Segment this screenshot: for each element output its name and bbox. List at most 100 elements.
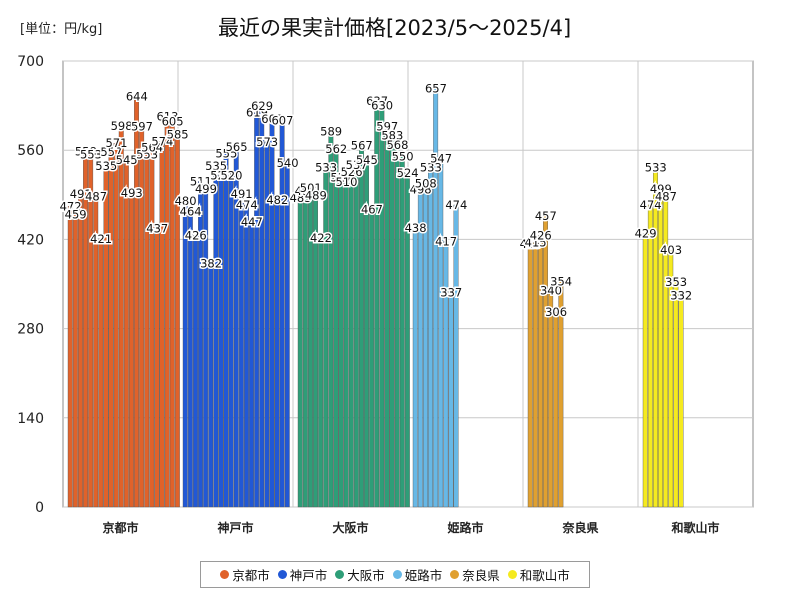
data-label: 571 <box>105 136 127 150</box>
data-label: 459 <box>65 208 87 222</box>
legend-item: 奈良県 <box>450 565 500 584</box>
data-label: 438 <box>405 221 427 235</box>
data-label: 472 <box>60 199 82 213</box>
bar <box>653 167 658 508</box>
data-label: 437 <box>146 222 168 236</box>
bar <box>128 192 134 508</box>
bar <box>543 215 548 508</box>
y-tick-label: 420 <box>17 232 44 248</box>
data-label: 630 <box>371 99 393 113</box>
data-label: 496 <box>295 184 317 198</box>
legend-marker <box>277 570 287 579</box>
bar <box>159 141 165 508</box>
bar <box>192 235 198 508</box>
data-label: 535 <box>205 159 227 173</box>
data-label: 421 <box>90 232 112 246</box>
data-label: 597 <box>376 120 398 134</box>
bar <box>208 263 214 508</box>
bar <box>88 154 94 508</box>
legend-marker <box>392 570 402 579</box>
data-label: 306 <box>545 305 567 319</box>
legend-marker <box>507 570 517 579</box>
bar <box>668 250 674 508</box>
data-label: 498 <box>410 183 432 197</box>
bar <box>338 177 344 508</box>
bar <box>103 165 109 508</box>
bar <box>353 164 359 508</box>
bar <box>423 183 428 508</box>
bar <box>113 142 119 508</box>
data-label: 583 <box>381 129 403 143</box>
legend-label: 和歌山市 <box>519 568 570 583</box>
bar <box>198 181 204 508</box>
data-label: 568 <box>386 138 408 152</box>
bar <box>302 190 308 508</box>
data-label: 447 <box>241 215 263 229</box>
bar <box>249 221 255 508</box>
bar <box>394 144 400 508</box>
bar <box>218 175 224 508</box>
bar <box>149 147 155 508</box>
data-label: 501 <box>300 181 322 195</box>
bar <box>343 181 349 508</box>
data-label: 589 <box>320 125 342 139</box>
data-label: 491 <box>231 187 253 201</box>
data-label: 491 <box>70 187 92 201</box>
data-label: 337 <box>440 285 462 299</box>
bar <box>118 125 124 508</box>
data-label: 332 <box>670 288 692 302</box>
bar <box>169 121 175 508</box>
data-label: 553 <box>80 148 102 162</box>
y-tick-label: 700 <box>17 54 44 70</box>
data-label: 508 <box>415 176 437 190</box>
bar <box>233 146 239 508</box>
bar <box>223 153 229 508</box>
bar <box>164 116 170 508</box>
data-label: 526 <box>341 165 363 179</box>
bar <box>274 199 280 508</box>
data-label: 540 <box>277 156 299 170</box>
legend-item: 大阪市 <box>335 565 385 584</box>
data-label: 598 <box>111 119 133 133</box>
data-label: 487 <box>655 190 677 204</box>
data-label: 493 <box>121 186 143 200</box>
data-label: 480 <box>175 194 197 208</box>
data-label: 429 <box>635 227 657 241</box>
data-label: 499 <box>650 182 672 196</box>
data-label: 613 <box>156 109 178 123</box>
legend-item: 和歌山市 <box>507 565 570 584</box>
legend-marker <box>335 570 345 579</box>
bar-chart: 4724594915585534874215355575715985454936… <box>17 54 754 535</box>
data-label: 557 <box>100 145 122 159</box>
legend-label: 大阪市 <box>347 568 385 583</box>
bar <box>284 162 290 508</box>
legend-label: 神戸市 <box>289 568 328 583</box>
data-label: 585 <box>167 127 189 141</box>
data-label: 413 <box>520 237 542 251</box>
bar <box>389 135 395 508</box>
data-label: 487 <box>85 190 107 204</box>
bar <box>428 167 433 508</box>
bar <box>384 126 390 508</box>
data-label: 485 <box>290 191 312 205</box>
data-label: 482 <box>266 193 288 207</box>
bar <box>228 175 234 508</box>
data-label: 567 <box>351 139 373 153</box>
bar <box>328 131 334 508</box>
x-category-label: 姫路市 <box>447 520 483 535</box>
data-label: 474 <box>236 198 258 212</box>
bar <box>134 96 140 508</box>
bar <box>269 118 275 508</box>
data-label: 535 <box>95 159 117 173</box>
bar <box>144 154 150 508</box>
x-category-label: 神戸市 <box>217 520 253 535</box>
data-label: 403 <box>660 243 682 257</box>
bar <box>108 151 114 508</box>
legend-label: 姫路市 <box>404 568 443 583</box>
data-label: 605 <box>162 115 184 129</box>
bar <box>279 120 285 508</box>
bar <box>264 141 270 508</box>
data-label: 553 <box>136 148 158 162</box>
data-label: 533 <box>645 160 667 174</box>
bar <box>123 159 129 508</box>
